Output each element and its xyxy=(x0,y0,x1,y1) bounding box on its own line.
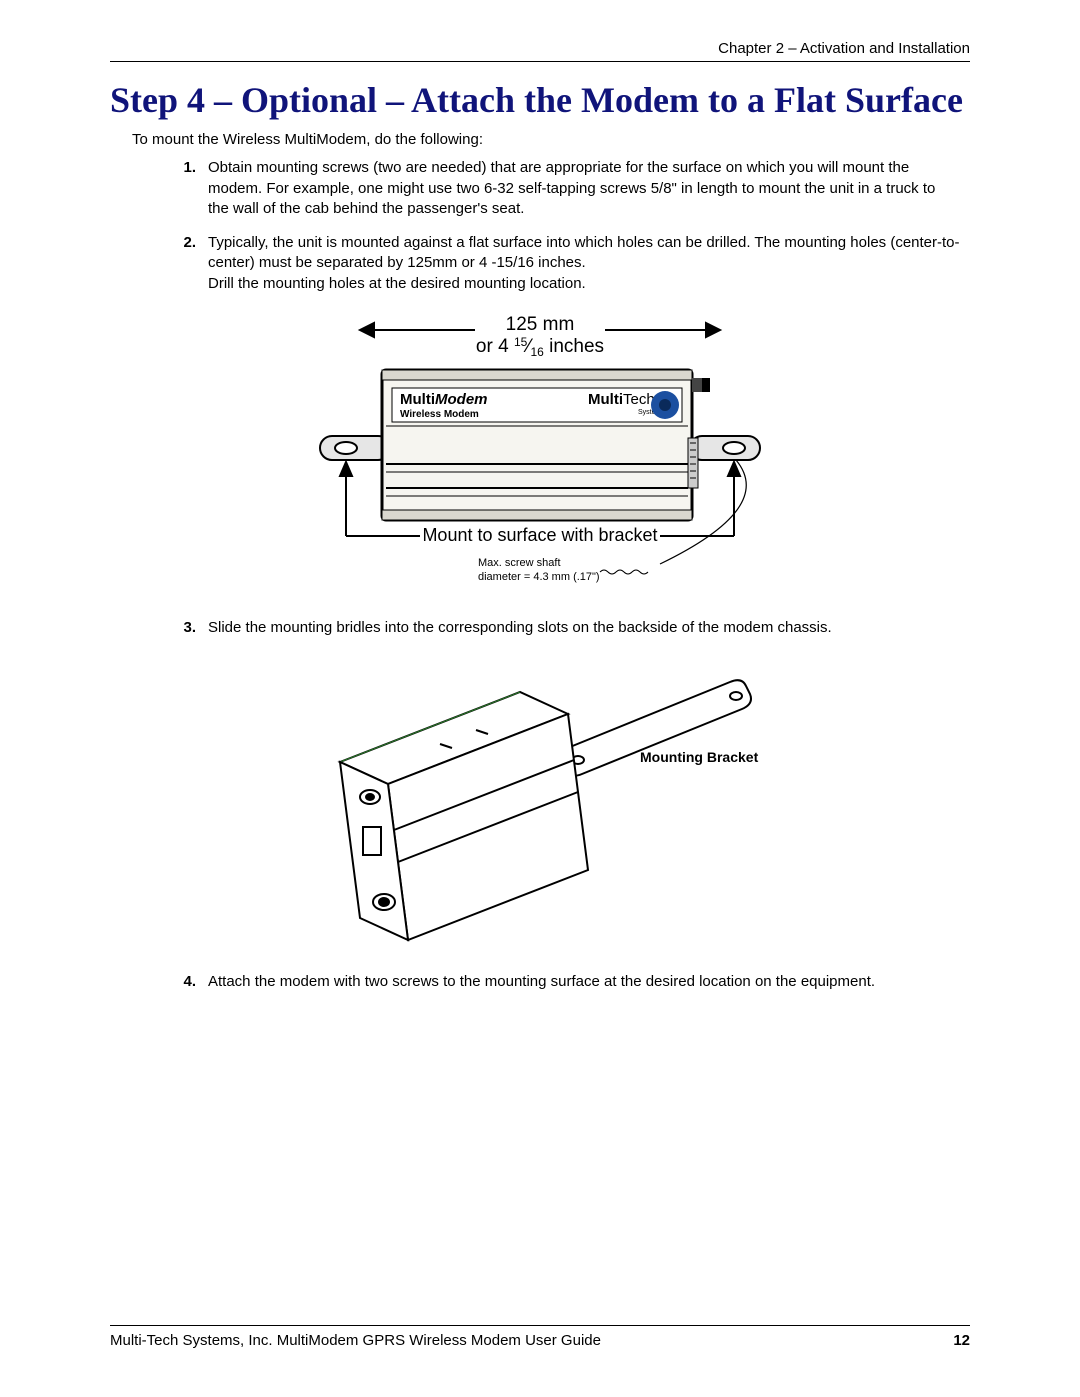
diagram-2-wrap: Mounting Bracket xyxy=(110,652,970,952)
intro-text: To mount the Wireless MultiModem, do the… xyxy=(132,131,970,148)
step-text: Attach the modem with two screws to the … xyxy=(208,972,960,992)
step-1: 1. Obtain mounting screws (two are neede… xyxy=(170,158,960,219)
page-title: Step 4 – Optional – Attach the Modem to … xyxy=(110,80,970,121)
steps-list-2: 3. Slide the mounting bridles into the c… xyxy=(170,618,960,638)
step-number: 1. xyxy=(170,158,196,219)
svg-text:Max. screw shaft: Max. screw shaft xyxy=(478,557,561,569)
step-2: 2. Typically, the unit is mounted agains… xyxy=(170,233,960,294)
svg-text:diameter = 4.3 mm (.17"): diameter = 4.3 mm (.17") xyxy=(478,571,600,583)
step-text: Typically, the unit is mounted against a… xyxy=(208,233,960,294)
step-3: 3. Slide the mounting bridles into the c… xyxy=(170,618,960,638)
steps-list: 1. Obtain mounting screws (two are neede… xyxy=(170,158,960,294)
svg-text:MultiModem: MultiModem xyxy=(400,391,488,408)
step-text: Obtain mounting screws (two are needed) … xyxy=(208,158,960,219)
diagram-mounting-iso: Mounting Bracket xyxy=(280,652,800,952)
page-header: Chapter 2 – Activation and Installation xyxy=(110,40,970,62)
svg-text:Mount to surface with bracket: Mount to surface with bracket xyxy=(422,525,657,545)
step-number: 4. xyxy=(170,972,196,992)
svg-text:MultiTech: MultiTech xyxy=(588,391,655,408)
footer-text: Multi-Tech Systems, Inc. MultiModem GPRS… xyxy=(110,1332,601,1349)
svg-text:125 mm: 125 mm xyxy=(506,314,575,335)
page-number: 12 xyxy=(953,1332,970,1349)
svg-text:Mounting Bracket: Mounting Bracket xyxy=(640,749,759,765)
page-footer: Multi-Tech Systems, Inc. MultiModem GPRS… xyxy=(110,1325,970,1349)
steps-list-3: 4. Attach the modem with two screws to t… xyxy=(170,972,960,992)
svg-text:Wireless Modem: Wireless Modem xyxy=(400,409,479,420)
step-text: Slide the mounting bridles into the corr… xyxy=(208,618,960,638)
chapter-text: Chapter 2 – Activation and Installation xyxy=(718,40,970,57)
diagram-1-wrap: 125 mm or 4 15⁄16 inches Mult xyxy=(110,308,970,598)
svg-text:or 4 15⁄16 inches: or 4 15⁄16 inches xyxy=(476,335,604,359)
step-4: 4. Attach the modem with two screws to t… xyxy=(170,972,960,992)
step-number: 3. xyxy=(170,618,196,638)
step-number: 2. xyxy=(170,233,196,294)
diagram-mounting-top: 125 mm or 4 15⁄16 inches Mult xyxy=(300,308,780,598)
